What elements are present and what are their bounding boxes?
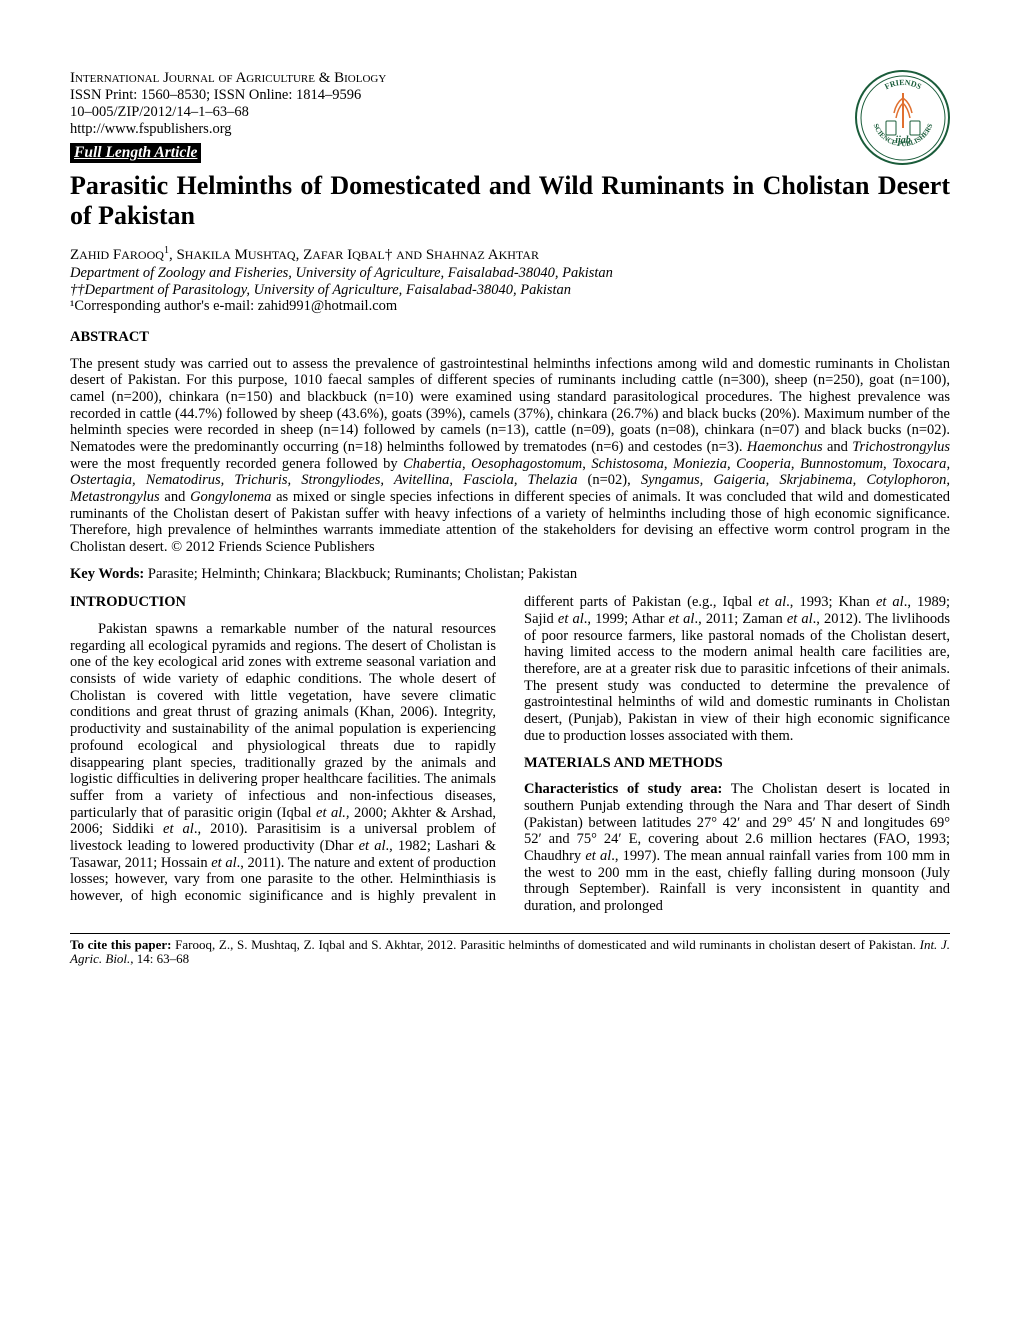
introduction-heading: INTRODUCTION [70,594,496,611]
affiliation-1: Department of Zoology and Fisheries, Uni… [70,265,950,282]
keywords-text: Parasite; Helminth; Chinkara; Blackbuck;… [144,566,577,582]
abstract-heading: ABSTRACT [70,329,950,346]
article-type-badge: Full Length Article [70,143,201,163]
methods-para-1: Characteristics of study area: The Choli… [524,781,950,914]
affiliation-2-text: †Department of Parasitology, University … [77,282,571,298]
logo-icon: FRIENDS SCIENCE PUBLISHERS ijab [858,73,948,163]
article-title: Parasitic Helminths of Domesticated and … [70,171,950,231]
footer-rule [70,933,950,934]
issn-line: ISSN Print: 1560–8530; ISSN Online: 1814… [70,87,855,104]
corresponding-author: ¹Corresponding author's e-mail: zahid991… [70,298,950,315]
affiliation-2: ††Department of Parasitology, University… [70,282,950,299]
authors-line: ZAHID FAROOQ1, SHAKILA MUSHTAQ, ZAFAR IQ… [70,245,950,264]
journal-name: International Journal of Agriculture & B… [70,70,855,87]
header-row: International Journal of Agriculture & B… [70,70,950,165]
methods-subhead: Characteristics of study area: [524,781,722,797]
svg-text:ijab: ijab [895,135,911,146]
keywords-label: Key Words: [70,566,144,582]
volume-line: 10–005/ZIP/2012/14–1–63–68 [70,104,855,121]
body-columns: INTRODUCTION Pakistan spawns a remarkabl… [70,594,950,914]
publisher-url: http://www.fspublishers.org [70,121,855,138]
svg-text:FRIENDS: FRIENDS [883,77,923,91]
header-text-block: International Journal of Agriculture & B… [70,70,855,163]
abstract-text: The present study was carried out to ass… [70,356,950,556]
footer-label: To cite this paper: [70,937,172,952]
footer-citation: To cite this paper: Farooq, Z., S. Musht… [70,938,950,968]
journal-logo: FRIENDS SCIENCE PUBLISHERS ijab [855,70,950,165]
methods-heading: MATERIALS AND METHODS [524,755,950,772]
keywords-line: Key Words: Parasite; Helminth; Chinkara;… [70,566,950,583]
